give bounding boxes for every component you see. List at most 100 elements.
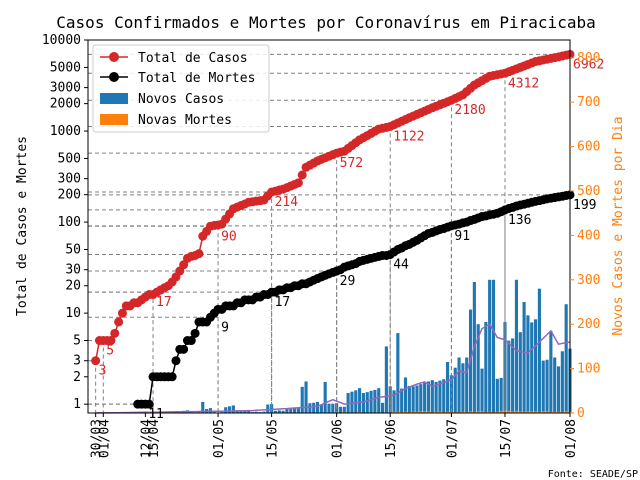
new-deaths-bar: [526, 411, 530, 413]
new-cases-bar: [235, 410, 239, 413]
legend-deaths-marker: [109, 72, 119, 82]
new-cases-bar: [560, 351, 564, 413]
legend-new-cases-label: Novos Casos: [138, 92, 224, 107]
new-cases-bar: [254, 411, 258, 413]
new-cases-bar: [315, 401, 320, 413]
x-tick-label: 30/03: [90, 419, 105, 458]
new-cases-bar: [365, 392, 369, 413]
new-cases-bar: [396, 333, 400, 413]
y-left-tick-label: 1000: [50, 124, 81, 139]
new-cases-bar: [415, 385, 419, 413]
deaths-point: [179, 344, 189, 354]
y-right-tick-label: 100: [577, 362, 600, 377]
new-cases-bar: [423, 382, 427, 413]
new-deaths-bar: [564, 411, 568, 413]
legend-cases-label: Total de Casos: [138, 51, 248, 66]
cases-point: [110, 328, 120, 338]
y-left-tick-label: 20: [65, 279, 81, 294]
new-deaths-bar: [468, 411, 473, 413]
new-cases-bar: [350, 391, 354, 413]
deaths-series: [133, 190, 575, 409]
new-cases-bar: [476, 324, 480, 413]
new-cases-bar: [419, 384, 423, 413]
new-cases-bar: [342, 406, 346, 413]
deaths-annotation: 91: [454, 229, 470, 244]
new-cases-bar: [556, 366, 561, 413]
new-cases-bar: [300, 386, 304, 413]
new-deaths-bar: [499, 410, 503, 413]
y-left-tick-label: 2000: [50, 97, 81, 112]
y-right-tick-label: 600: [577, 140, 600, 155]
x-tick-label: 01/04: [97, 419, 112, 458]
new-cases-bar: [400, 388, 404, 413]
moving-average: [95, 323, 571, 414]
new-cases-bar: [312, 402, 316, 413]
cases-point: [194, 249, 204, 259]
new-deaths-bar: [518, 411, 522, 413]
new-cases-bar: [380, 402, 385, 413]
legend-deaths-label: Total de Mortes: [138, 71, 255, 86]
new-cases-bar: [277, 410, 281, 413]
new-cases-bar: [262, 411, 266, 413]
deaths-point: [144, 399, 154, 409]
new-deaths-bar: [560, 411, 564, 413]
cases-annotation: 1122: [393, 129, 424, 144]
new-deaths-bar: [438, 411, 442, 413]
new-deaths-bar: [530, 411, 534, 413]
new-cases-bar: [384, 346, 388, 413]
new-cases-bar: [377, 388, 381, 413]
new-cases-bar: [331, 403, 335, 413]
new-deaths-bar: [423, 411, 427, 413]
legend-new-deaths-swatch: [100, 114, 128, 125]
new-cases-bar: [495, 378, 499, 413]
new-cases-bar: [484, 321, 488, 413]
deaths-annotation: 199: [573, 198, 596, 213]
new-cases-bar: [465, 357, 469, 413]
cases-annotation: 3: [99, 364, 107, 379]
new-cases-bar: [488, 279, 492, 413]
y-left-tick-label: 30: [65, 263, 81, 278]
legend-box: [92, 44, 270, 133]
new-cases-bar: [323, 381, 327, 413]
y-left-tick-label: 100: [58, 215, 81, 230]
y-right-tick-label: 800: [577, 51, 600, 66]
new-cases-bar: [270, 404, 274, 413]
new-cases-bar: [285, 409, 289, 413]
new-cases-bar: [499, 377, 503, 413]
new-cases-bar: [231, 405, 235, 413]
new-cases-bar: [266, 404, 270, 413]
x-tick-label: 01/06: [331, 419, 346, 458]
new-cases-bar: [354, 390, 358, 413]
y-left-tick-label: 50: [65, 242, 81, 257]
plot-frame: [87, 39, 571, 414]
cases-point: [117, 308, 127, 318]
new-cases-bar: [549, 330, 553, 413]
y-left-tick-label: 5000: [50, 60, 81, 75]
new-deaths-bar: [411, 411, 415, 413]
new-cases-bar: [541, 360, 545, 413]
new-cases-bar: [392, 390, 396, 413]
y-axis-left-label: Total de Casos e Mortes: [15, 136, 30, 316]
deaths-point: [190, 328, 200, 338]
new-deaths-bar: [446, 411, 450, 413]
new-cases-bar: [327, 403, 331, 413]
new-deaths-bar: [415, 411, 419, 413]
legend-new-deaths-label: Novas Mortes: [138, 113, 232, 128]
legend: Total de Casos Total de Mortes Novos Cas…: [92, 44, 270, 133]
new-deaths-bar: [507, 410, 511, 413]
new-deaths-bar: [403, 411, 408, 413]
new-deaths-bar: [534, 411, 538, 413]
new-deaths-bar: [480, 411, 484, 413]
new-deaths-bar: [537, 411, 541, 413]
x-tick-label: 01/08: [564, 419, 579, 458]
y-right-tick-label: 300: [577, 273, 600, 288]
x-tick-label: 15/05: [266, 419, 281, 458]
y-left-tick-label: 200: [58, 188, 81, 203]
new-cases-bar: [480, 368, 484, 413]
x-tick-label: 01/05: [212, 419, 227, 458]
y-axis-right-label: Novos Casos e Mortes por Dia: [611, 116, 626, 335]
y-left-tick-label: 3000: [50, 81, 81, 96]
new-cases-bar: [289, 408, 293, 413]
